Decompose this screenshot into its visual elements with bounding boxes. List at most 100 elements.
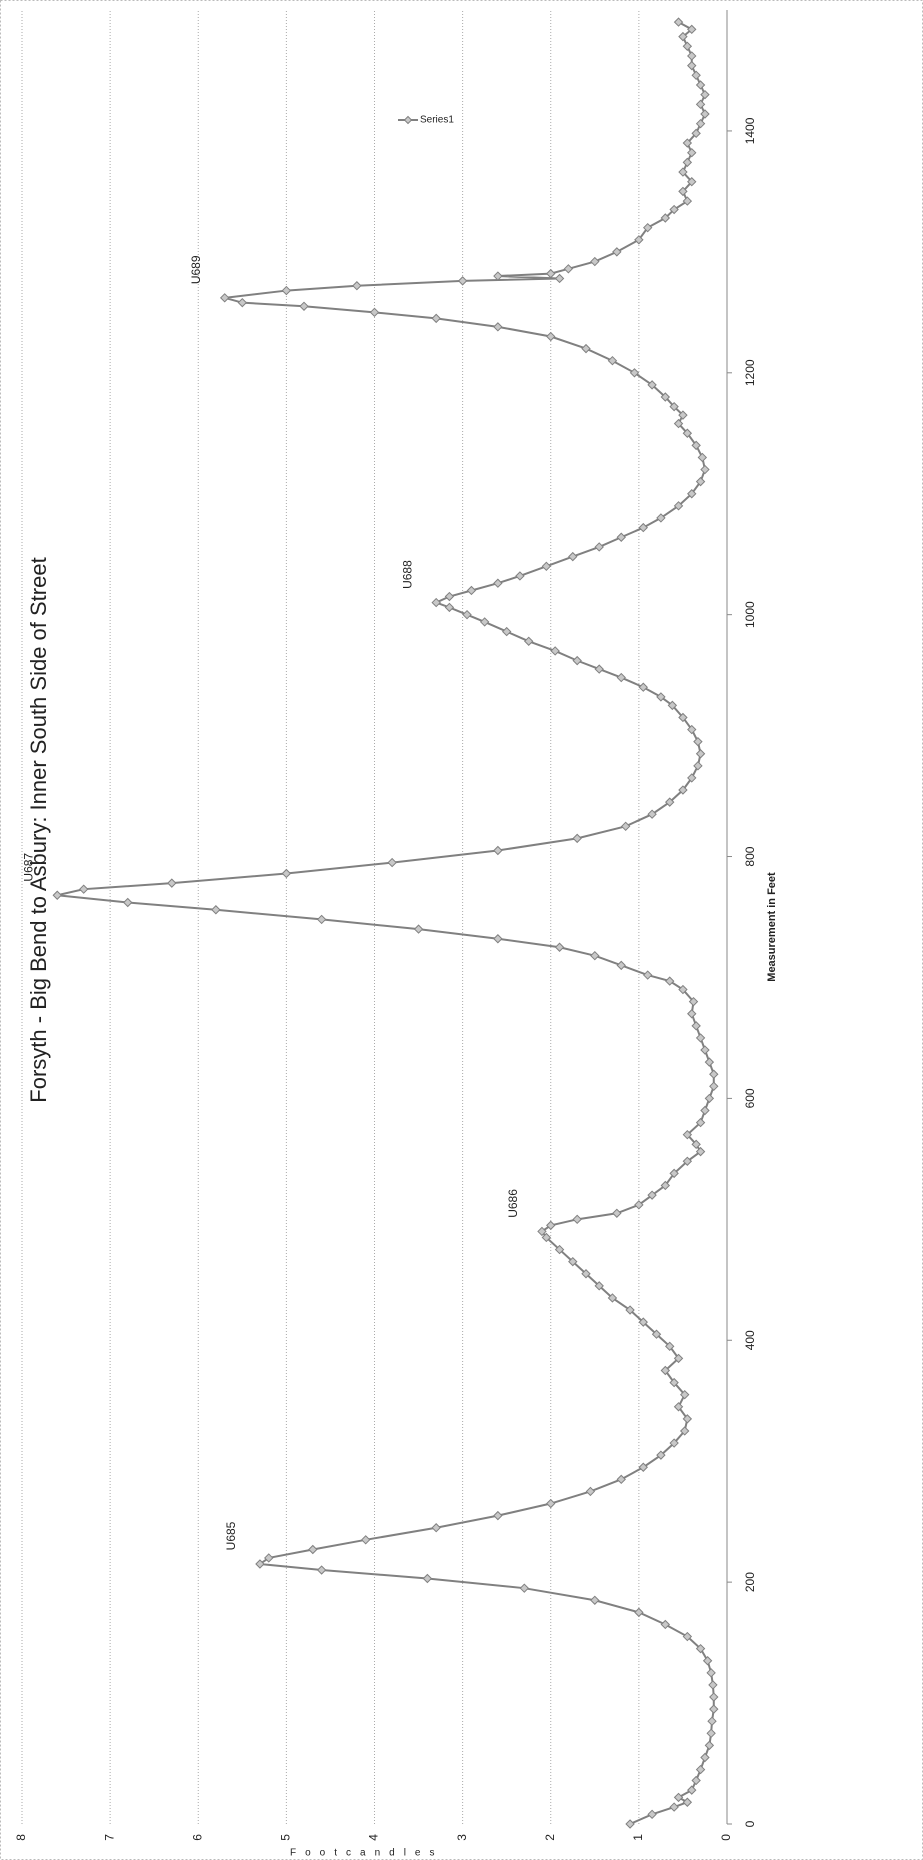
- data-point: [607, 1293, 618, 1303]
- y-tick-label: 3: [455, 1834, 469, 1841]
- data-point: [700, 1045, 710, 1055]
- data-point: [678, 984, 688, 995]
- data-point: [281, 868, 292, 879]
- data-point: [554, 273, 565, 284]
- data-point: [581, 1269, 591, 1279]
- x-tick-label: 1000: [743, 601, 757, 628]
- data-point: [682, 1631, 693, 1642]
- data-point: [687, 24, 697, 35]
- annotation: U689: [189, 255, 203, 284]
- rotated-plot: Forsyth - Big Bend to Asbury: Inner Sout…: [14, 10, 778, 1841]
- data-point: [687, 773, 697, 783]
- data-point: [667, 700, 678, 711]
- data-point: [682, 1129, 693, 1140]
- data-point: [691, 1775, 701, 1786]
- data-point: [546, 1498, 556, 1509]
- x-tick-label: 1400: [743, 117, 757, 144]
- data-point: [387, 857, 397, 868]
- data-point: [123, 897, 133, 908]
- data-point: [493, 845, 503, 856]
- data-point: [673, 1792, 684, 1803]
- data-point: [682, 428, 693, 438]
- data-point: [695, 1643, 706, 1654]
- data-point: [673, 501, 684, 511]
- data-point: [709, 1069, 719, 1079]
- data-point: [660, 213, 671, 223]
- data-point: [687, 147, 697, 158]
- y-axis-title: Footcandles: [290, 1848, 443, 1859]
- data-point: [647, 1190, 657, 1200]
- data-point: [697, 452, 708, 463]
- data-point: [352, 281, 362, 291]
- data-point: [638, 1462, 648, 1472]
- data-point: [673, 1353, 684, 1364]
- data-point: [695, 749, 706, 759]
- data-point: [568, 551, 578, 562]
- data-point: [700, 464, 710, 475]
- data-point: [541, 561, 552, 571]
- data-point: [572, 1214, 582, 1225]
- data-point: [695, 99, 706, 110]
- data-point: [625, 1819, 635, 1829]
- x-tick-label: 800: [743, 846, 757, 866]
- data-point: [647, 809, 657, 819]
- data-point: [607, 356, 618, 366]
- data-point: [431, 313, 441, 324]
- data-point: [695, 80, 706, 90]
- data-point: [457, 276, 468, 286]
- data-point: [211, 905, 221, 915]
- annotation: U685: [224, 1521, 238, 1550]
- data-point: [687, 724, 697, 735]
- data-point: [695, 118, 706, 129]
- y-tick-label: 1: [631, 1834, 645, 1841]
- data-point: [316, 1565, 327, 1575]
- data-point: [585, 1486, 596, 1497]
- data-point: [308, 1544, 318, 1555]
- data-point: [687, 177, 697, 187]
- data-point: [669, 401, 679, 412]
- data-point: [590, 1595, 600, 1605]
- annotation: U687: [21, 853, 35, 882]
- data-point: [369, 307, 380, 318]
- data-point: [691, 128, 701, 139]
- data-point: [656, 1450, 666, 1460]
- y-tick-label: 5: [279, 1834, 293, 1841]
- data-point: [629, 368, 640, 378]
- data-point: [695, 476, 706, 487]
- data-point: [594, 1281, 604, 1291]
- data-point: [669, 204, 679, 215]
- data-point: [695, 1764, 706, 1775]
- data-point: [493, 1510, 503, 1521]
- x-tick-label: 200: [743, 1572, 757, 1592]
- data-point: [444, 591, 455, 602]
- data-point: [52, 890, 62, 900]
- data-point: [590, 950, 600, 961]
- data-point: [634, 235, 644, 245]
- data-point: [651, 1329, 662, 1339]
- data-point: [678, 186, 688, 197]
- data-point: [515, 571, 525, 581]
- data-point: [682, 41, 693, 51]
- data-point: [255, 1559, 265, 1569]
- data-point: [316, 914, 327, 925]
- data-point: [616, 1474, 626, 1485]
- data-point: [682, 1797, 693, 1807]
- data-point: [656, 513, 666, 523]
- data-point: [682, 157, 693, 168]
- data-point: [422, 1573, 433, 1584]
- data-point: [687, 51, 697, 61]
- data-point: [237, 297, 248, 308]
- y-tick-label: 6: [190, 1834, 204, 1841]
- data-point: [693, 736, 703, 747]
- data-point: [281, 285, 292, 296]
- data-point: [572, 655, 582, 666]
- data-point: [413, 924, 424, 934]
- data-point: [688, 996, 699, 1007]
- data-point: [709, 1704, 719, 1714]
- data-point: [581, 343, 591, 354]
- data-point: [704, 1057, 715, 1067]
- data-point: [665, 1341, 675, 1352]
- data-point: [691, 1139, 701, 1150]
- data-point: [638, 522, 648, 533]
- data-point: [682, 1156, 693, 1166]
